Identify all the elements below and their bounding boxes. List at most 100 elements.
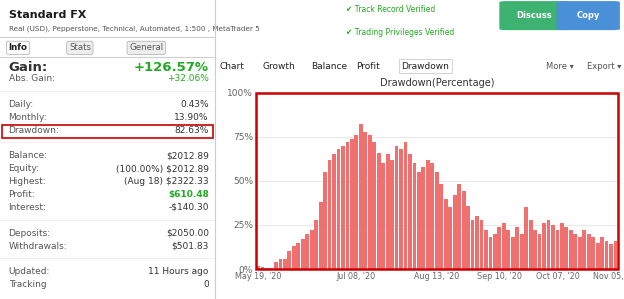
Text: ✔ Trading Privileges Verified: ✔ Trading Privileges Verified bbox=[346, 28, 454, 37]
Bar bbox=[453, 195, 457, 269]
Text: Gain:: Gain: bbox=[9, 61, 48, 74]
Title: Drawdown(Percentage): Drawdown(Percentage) bbox=[379, 78, 494, 88]
Bar bbox=[578, 237, 582, 269]
Bar bbox=[560, 223, 564, 269]
Text: Balance: Balance bbox=[311, 62, 348, 71]
Bar bbox=[283, 259, 287, 269]
Bar bbox=[256, 266, 260, 269]
Text: Export ▾: Export ▾ bbox=[587, 62, 622, 71]
Bar bbox=[457, 184, 461, 269]
Bar bbox=[341, 146, 345, 269]
Text: Standard FX: Standard FX bbox=[9, 10, 86, 20]
Bar bbox=[466, 206, 470, 269]
Bar bbox=[565, 227, 568, 269]
Bar bbox=[547, 220, 550, 269]
Bar bbox=[502, 223, 505, 269]
Text: Copy: Copy bbox=[577, 10, 600, 19]
Text: Discuss: Discuss bbox=[516, 10, 552, 19]
Bar bbox=[489, 237, 492, 269]
Bar bbox=[336, 149, 341, 269]
Bar bbox=[551, 225, 555, 269]
Bar bbox=[493, 234, 497, 269]
Bar bbox=[265, 268, 269, 269]
Bar bbox=[296, 243, 300, 269]
Text: Tracking: Tracking bbox=[9, 280, 46, 289]
Bar bbox=[515, 227, 519, 269]
Bar bbox=[444, 199, 447, 269]
Bar bbox=[587, 234, 590, 269]
Text: 13.90%: 13.90% bbox=[174, 113, 209, 122]
Bar bbox=[569, 230, 573, 269]
Bar bbox=[408, 154, 412, 269]
Text: $610.48: $610.48 bbox=[168, 190, 209, 199]
Bar bbox=[292, 246, 296, 269]
Text: Growth: Growth bbox=[262, 62, 295, 71]
Bar bbox=[2, 125, 213, 138]
Bar bbox=[288, 251, 291, 269]
Bar bbox=[462, 191, 466, 269]
Text: Chart: Chart bbox=[220, 62, 244, 71]
Text: $501.83: $501.83 bbox=[172, 242, 209, 251]
Text: Stats: Stats bbox=[69, 43, 91, 52]
Bar bbox=[399, 149, 403, 269]
Bar bbox=[319, 202, 323, 269]
Bar bbox=[582, 230, 586, 269]
Bar bbox=[261, 267, 265, 269]
Bar bbox=[524, 208, 528, 269]
Text: ✔ Track Record Verified: ✔ Track Record Verified bbox=[346, 5, 436, 14]
Text: +32.06%: +32.06% bbox=[167, 74, 209, 83]
Bar bbox=[390, 160, 394, 269]
Bar bbox=[354, 135, 358, 269]
Text: (Aug 18) $2322.33: (Aug 18) $2322.33 bbox=[124, 177, 209, 186]
Bar bbox=[305, 234, 309, 269]
Text: 11 Hours ago: 11 Hours ago bbox=[149, 267, 209, 276]
Text: (100.00%) $2012.89: (100.00%) $2012.89 bbox=[116, 164, 209, 173]
Bar bbox=[363, 132, 367, 269]
Bar bbox=[417, 172, 421, 269]
Text: 82.63%: 82.63% bbox=[175, 126, 209, 135]
Bar bbox=[404, 142, 407, 269]
Bar bbox=[301, 239, 305, 269]
Bar bbox=[377, 153, 381, 269]
Bar bbox=[480, 220, 484, 269]
Bar bbox=[605, 241, 608, 269]
Text: Highest:: Highest: bbox=[9, 177, 46, 186]
Bar bbox=[332, 154, 336, 269]
Text: Info: Info bbox=[9, 43, 27, 52]
Text: Drawdown: Drawdown bbox=[401, 62, 449, 71]
Bar bbox=[373, 142, 376, 269]
Text: 0: 0 bbox=[203, 280, 209, 289]
Bar bbox=[328, 160, 331, 269]
Bar bbox=[529, 220, 532, 269]
Bar bbox=[609, 244, 613, 269]
Text: Real (USD), Pepperstone, Technical, Automated, 1:500 , MetaTrader 5: Real (USD), Pepperstone, Technical, Auto… bbox=[9, 25, 260, 32]
Text: Equity:: Equity: bbox=[9, 164, 39, 173]
Bar bbox=[350, 138, 354, 269]
Text: Updated:: Updated: bbox=[9, 267, 50, 276]
Bar bbox=[359, 124, 363, 269]
Bar bbox=[573, 234, 577, 269]
Text: +126.57%: +126.57% bbox=[134, 61, 209, 74]
Text: Profit: Profit bbox=[356, 62, 380, 71]
Text: $2050.00: $2050.00 bbox=[166, 229, 209, 238]
FancyBboxPatch shape bbox=[499, 1, 569, 30]
Text: $2012.89: $2012.89 bbox=[166, 151, 209, 160]
Text: Balance:: Balance: bbox=[9, 151, 47, 160]
Bar bbox=[596, 243, 600, 269]
Bar bbox=[274, 262, 278, 269]
Bar bbox=[484, 230, 488, 269]
Bar bbox=[431, 163, 434, 269]
Bar bbox=[435, 172, 439, 269]
Text: Profit:: Profit: bbox=[9, 190, 35, 199]
Bar bbox=[270, 268, 273, 269]
Bar bbox=[520, 234, 524, 269]
Bar bbox=[323, 172, 327, 269]
Bar bbox=[533, 230, 537, 269]
Bar bbox=[395, 146, 399, 269]
Bar bbox=[613, 241, 617, 269]
Text: Withdrawals:: Withdrawals: bbox=[9, 242, 67, 251]
Bar bbox=[600, 237, 604, 269]
Bar bbox=[346, 142, 349, 269]
Bar bbox=[470, 220, 474, 269]
Bar bbox=[448, 208, 452, 269]
